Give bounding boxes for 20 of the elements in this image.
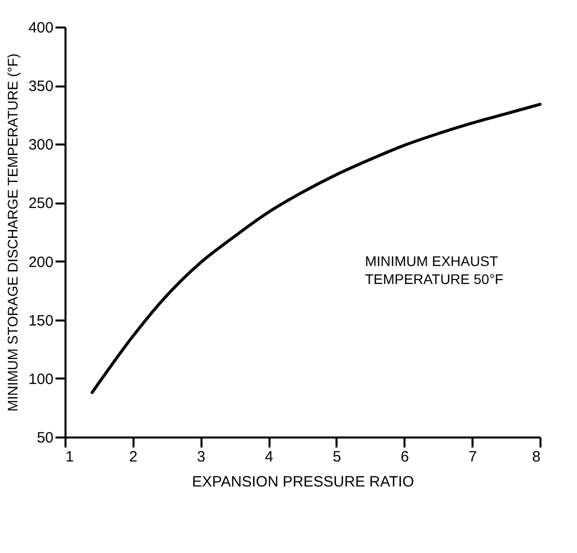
y-tick-label: 300 bbox=[28, 136, 54, 154]
y-tick-label: 100 bbox=[28, 370, 54, 388]
y-axis-title: MINIMUM STORAGE DISCHARGE TEMPERATURE (°F) bbox=[4, 54, 20, 412]
x-axis-title: EXPANSION PRESSURE RATIO bbox=[192, 474, 414, 490]
x-tick-label: 2 bbox=[129, 448, 138, 466]
x-tick-label: 4 bbox=[264, 448, 274, 466]
y-tick-label: 200 bbox=[28, 254, 54, 271]
y-tick-label: 350 bbox=[28, 78, 54, 96]
annotation: MINIMUM EXHAUST TEMPERATURE 50°F bbox=[365, 253, 504, 287]
y-tick-label: 400 bbox=[28, 20, 54, 36]
line-series bbox=[90, 102, 542, 394]
x-tick-label: 6 bbox=[400, 448, 409, 466]
x-tick-label: 8 bbox=[532, 448, 540, 466]
y-tick-label: 150 bbox=[28, 312, 54, 330]
x-tick-label: 5 bbox=[332, 448, 342, 466]
y-tick-label: 50 bbox=[36, 430, 54, 446]
x-tick-label: 3 bbox=[197, 448, 206, 466]
y-tick-label: 250 bbox=[28, 195, 54, 212]
x-tick-label: 7 bbox=[468, 448, 477, 466]
x-tick-label: 1 bbox=[66, 448, 74, 466]
